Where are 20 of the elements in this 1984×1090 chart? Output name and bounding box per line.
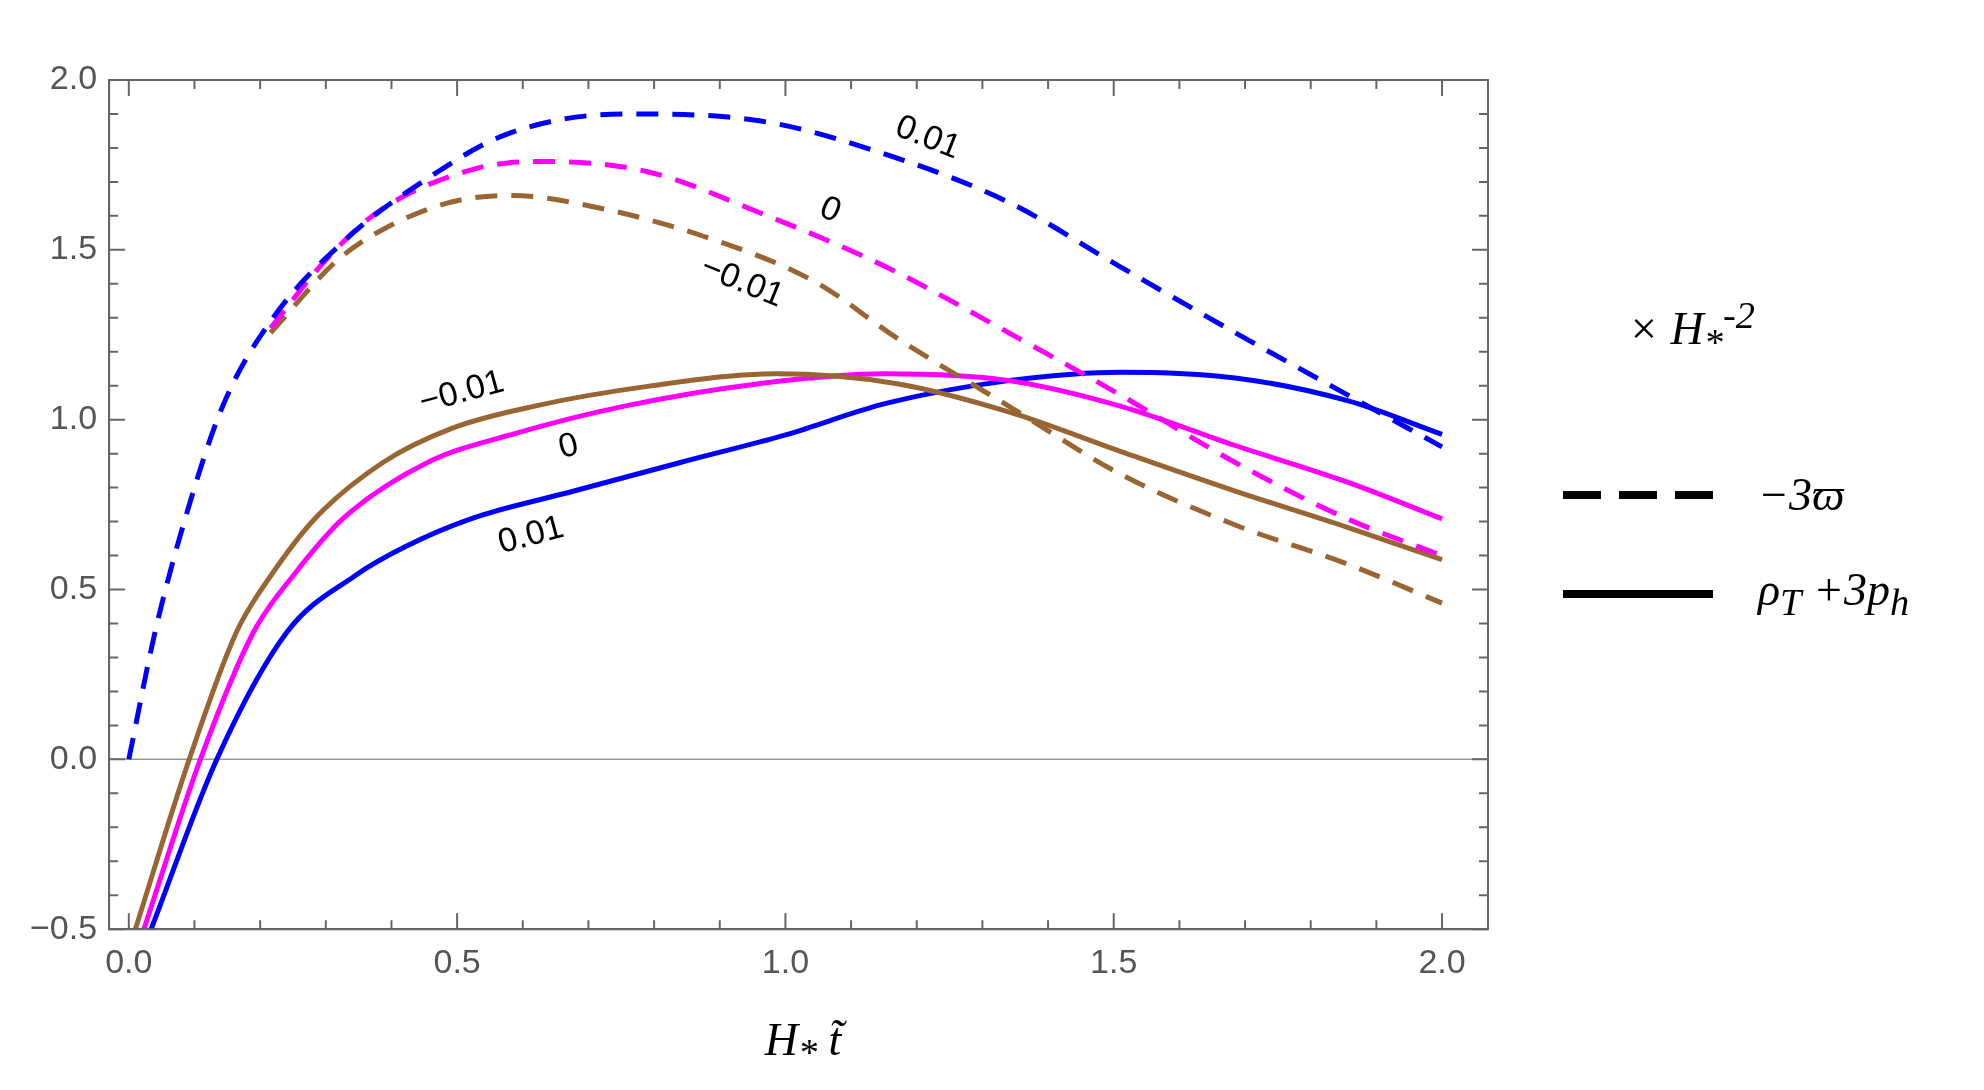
- y-tick-label: 2.0: [49, 58, 98, 97]
- x-tick-label: 1.5: [1090, 941, 1138, 980]
- x-tick-label: 2.0: [1418, 941, 1466, 980]
- x-axis-title: H$_{*}$ t̃: [763, 1013, 848, 1075]
- y-tick-label: −0.5: [30, 907, 98, 946]
- text: 0.01: [890, 105, 967, 166]
- y-tick-label: 0.5: [49, 567, 98, 606]
- text: −3ϖ: [1758, 468, 1845, 521]
- x-tick-label: 0.5: [433, 941, 481, 980]
- y-tick-label: 1.0: [49, 398, 98, 437]
- text: 0: [554, 423, 582, 466]
- text: −0.01: [696, 246, 790, 314]
- y-tick-label: 0.0: [49, 737, 98, 776]
- text: 0: [814, 186, 848, 230]
- x-tick-label: 1.0: [761, 941, 810, 980]
- text: 0.01: [493, 506, 568, 561]
- text: ρ$_{T}$ +3p$_{h}$: [1758, 563, 1910, 625]
- text: −0.01: [414, 360, 508, 420]
- y-tick-label: 1.5: [49, 228, 98, 267]
- x-tick-label: 0.0: [105, 941, 153, 980]
